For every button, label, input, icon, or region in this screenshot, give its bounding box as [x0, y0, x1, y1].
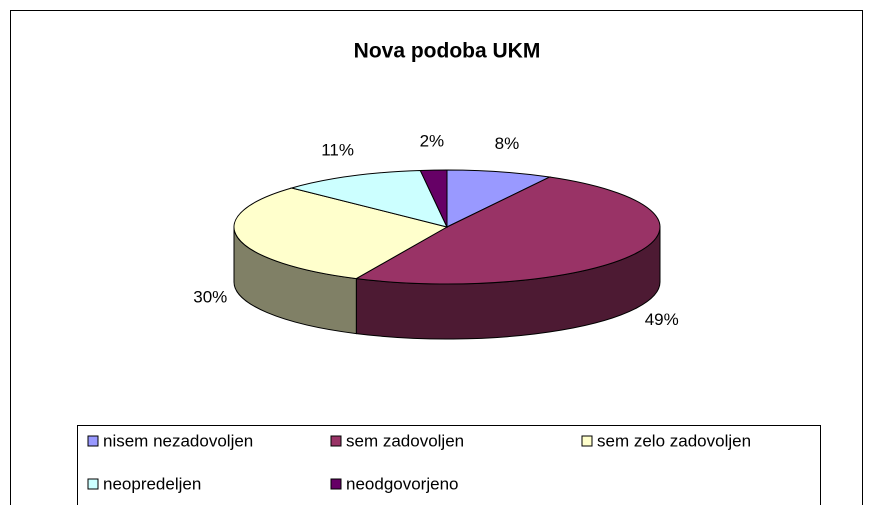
- legend-label: neodgovorjeno: [346, 474, 458, 493]
- slice: [419, 169, 448, 228]
- legend-box: [77, 425, 821, 505]
- legend-label: nisem nezadovoljen: [103, 431, 253, 450]
- legend-swatch: [330, 435, 342, 447]
- slice: [354, 176, 661, 285]
- legend-label: sem zadovoljen: [346, 431, 464, 450]
- legend-label: neopredeljen: [103, 474, 201, 493]
- data-label: 30%: [193, 287, 227, 306]
- data-label: 11%: [321, 141, 354, 160]
- legend-swatch: [581, 435, 593, 447]
- legend-swatch: [87, 478, 99, 490]
- slice: [446, 169, 552, 228]
- legend-swatch: [87, 435, 99, 447]
- slice: [233, 187, 449, 280]
- data-label: 8%: [495, 134, 520, 153]
- legend-swatch: [330, 478, 342, 490]
- slice: [289, 169, 448, 228]
- legend-label: sem zelo zadovoljen: [597, 431, 751, 450]
- data-label: 2%: [420, 132, 445, 151]
- data-label: 49%: [645, 310, 679, 329]
- chart-title: Nova podoba UKM: [354, 40, 541, 63]
